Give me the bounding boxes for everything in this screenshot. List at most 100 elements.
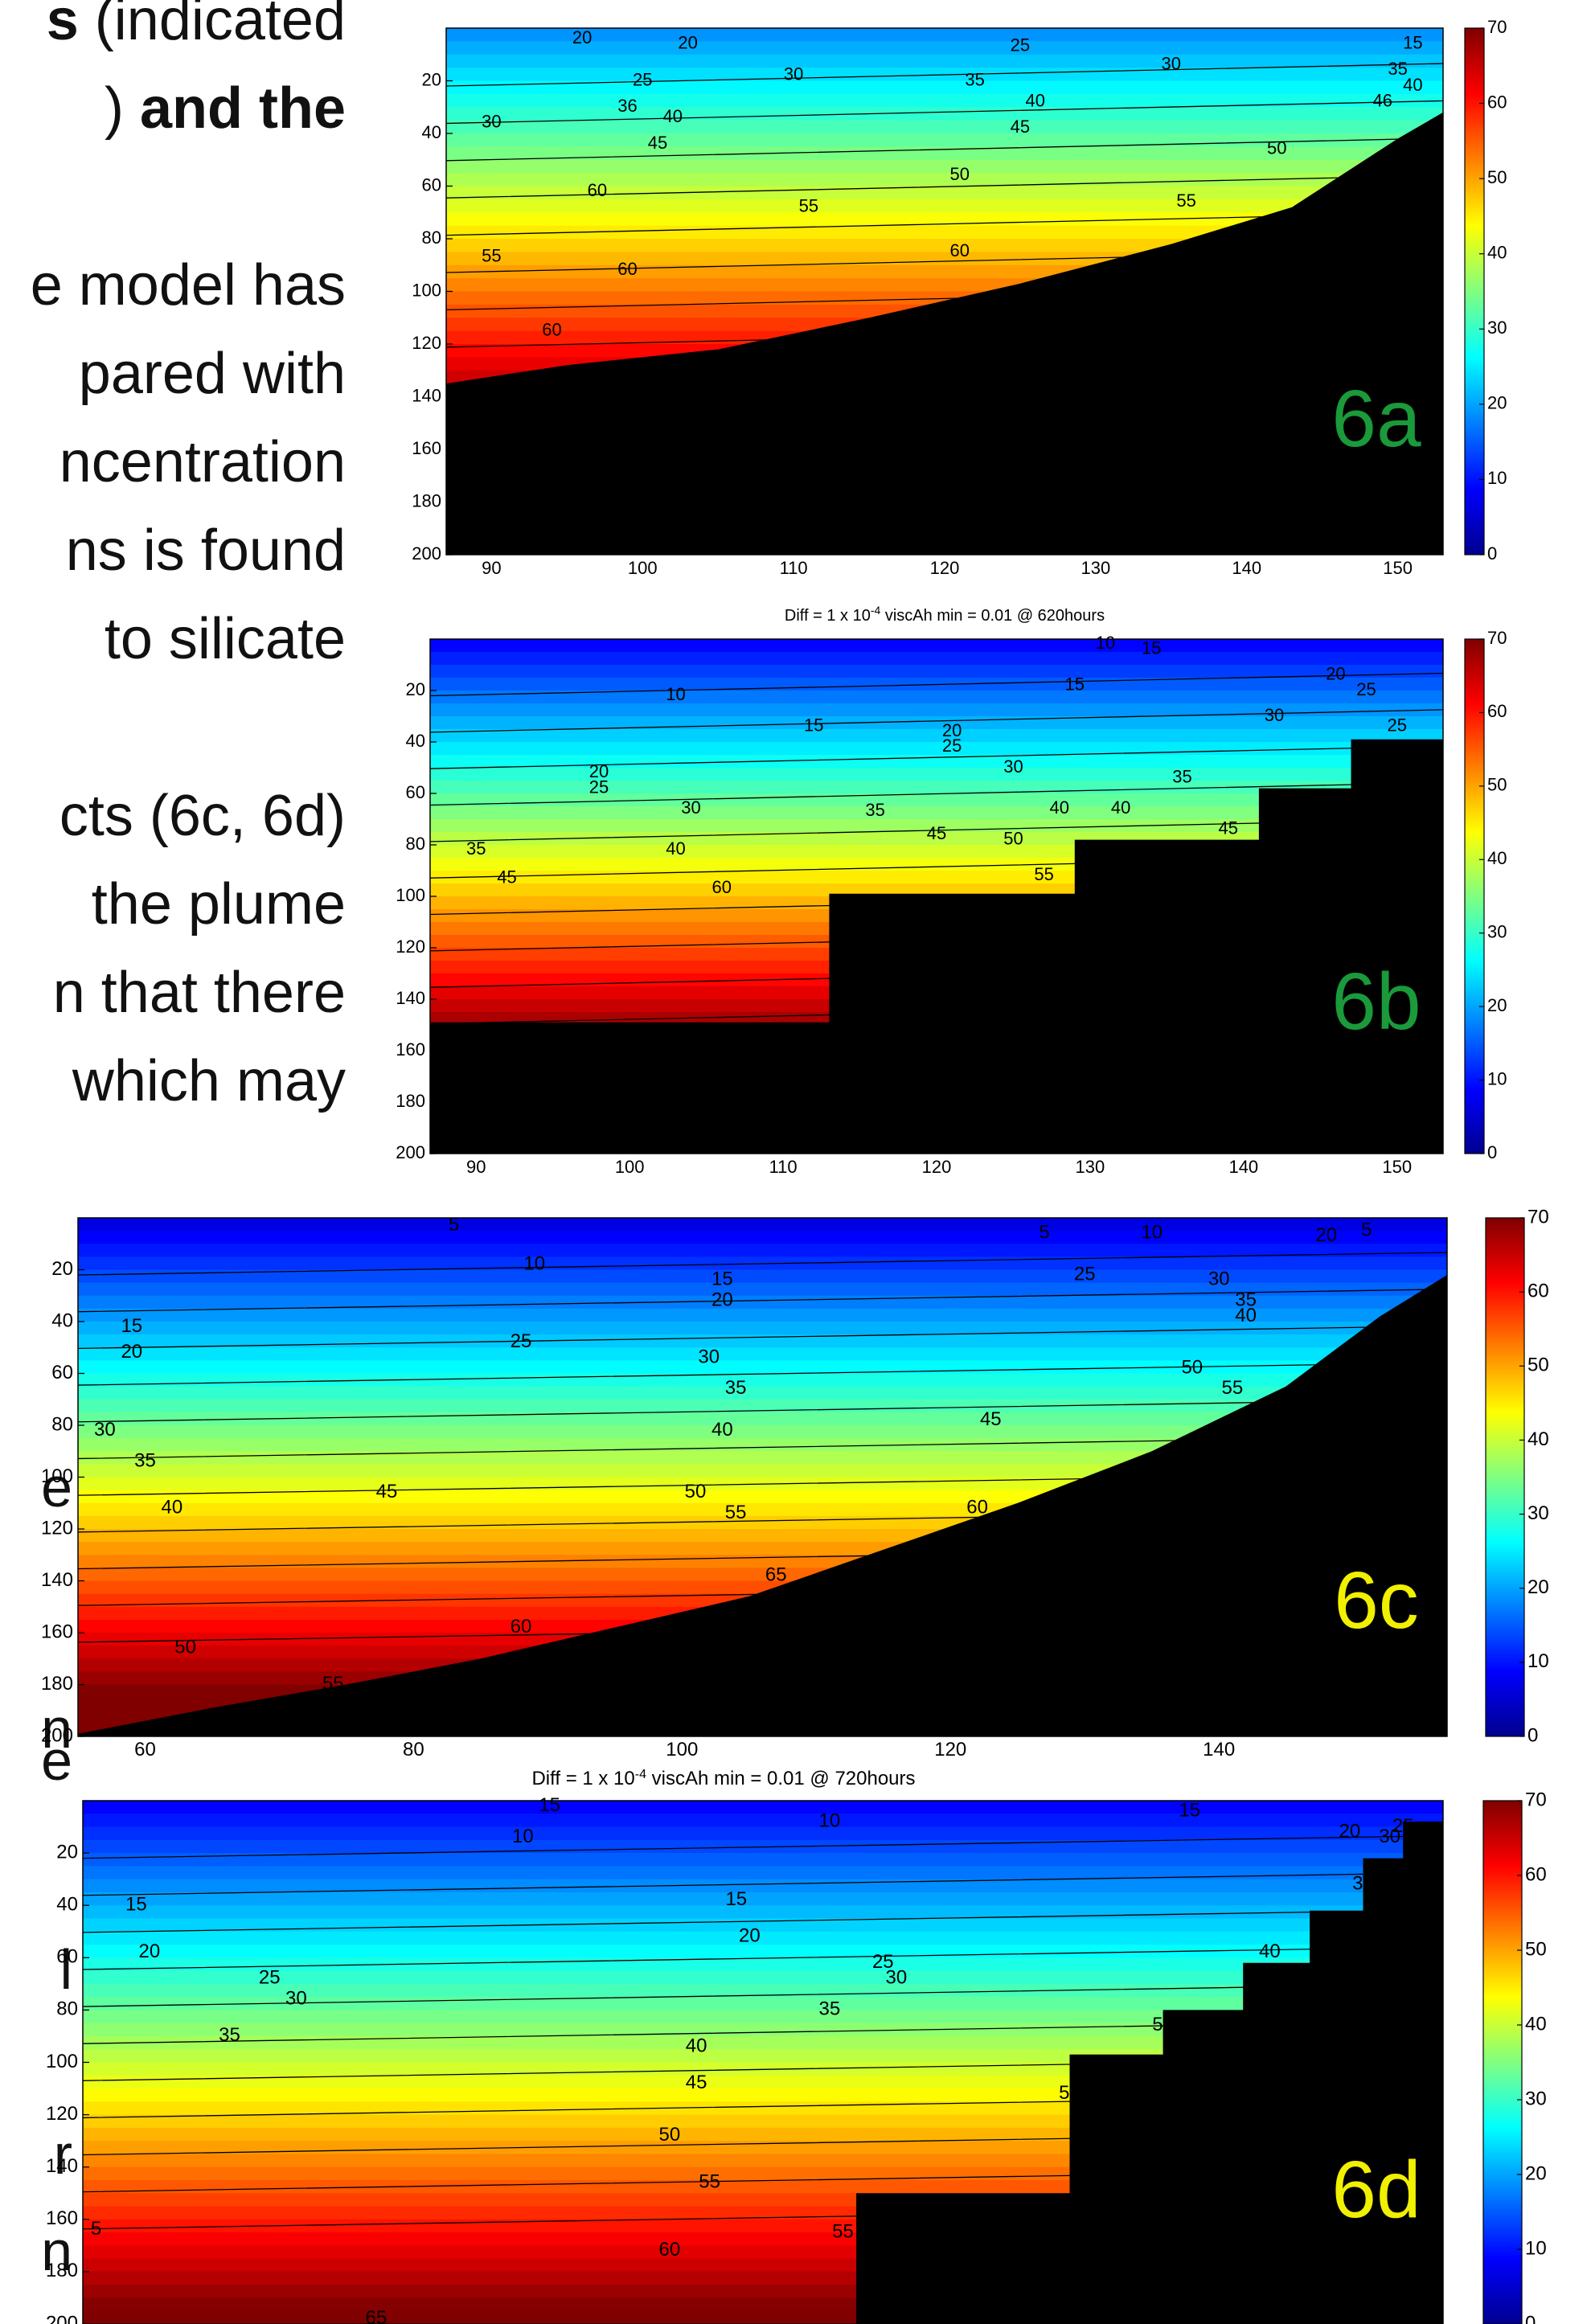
colorbar-tick-label: 0 xyxy=(1527,1724,1538,1746)
y-tick-label: 140 xyxy=(41,1569,73,1591)
contour-label: 25 xyxy=(1387,715,1406,736)
contour-label: 55 xyxy=(1034,864,1053,884)
contour-line xyxy=(430,672,1443,697)
colorbar-tick-label: 30 xyxy=(1487,922,1507,942)
contour-label: 20 xyxy=(711,1289,733,1311)
contour-label: 60 xyxy=(511,1616,532,1637)
y-tick-label: 180 xyxy=(46,2260,78,2281)
contour-label: 25 xyxy=(633,69,652,89)
text-line: the plume xyxy=(91,872,346,937)
contour-label: 15 xyxy=(1403,32,1422,52)
colorbar-tick-label: 30 xyxy=(1527,1502,1549,1524)
contour-line xyxy=(446,137,1443,162)
contour-label: 35 xyxy=(865,800,884,820)
concentration-field xyxy=(78,1218,1447,1736)
text-fragment: e xyxy=(41,1729,72,1792)
colorbar-tick-label: 10 xyxy=(1487,468,1507,488)
x-tick-label: 150 xyxy=(1382,1157,1412,1177)
y-tick-label: 180 xyxy=(396,1091,425,1111)
panel-label: 6b xyxy=(1331,957,1421,1047)
colorbar-tick-label: 70 xyxy=(1487,17,1507,37)
y-tick-label: 60 xyxy=(56,1946,78,1968)
contour-line xyxy=(446,100,1443,125)
contour-label: 45 xyxy=(497,867,516,887)
contour-label: 50 xyxy=(1267,138,1286,158)
y-tick-label: 40 xyxy=(406,731,425,751)
y-tick-label: 40 xyxy=(56,1894,78,1916)
y-tick-label: 160 xyxy=(41,1621,73,1642)
y-tick-label: 80 xyxy=(51,1413,73,1435)
text-fragment: r xyxy=(53,2123,72,2186)
contour-label: 10 xyxy=(512,1826,534,1847)
contour-label: 15 xyxy=(1065,674,1085,694)
text-fragment: n xyxy=(41,1697,72,1760)
text-line: n that there xyxy=(52,961,346,1025)
text-line: e model has xyxy=(30,253,346,318)
x-tick-label: 110 xyxy=(769,1157,798,1177)
x-tick-label: 140 xyxy=(1228,1157,1258,1177)
colorbar-tick-label: 60 xyxy=(1527,1280,1549,1301)
contour-label: 35 xyxy=(1388,59,1407,79)
colorbar-tick-label: 50 xyxy=(1525,1938,1547,1960)
contour-label: 46 xyxy=(1373,91,1392,111)
panel-label: 6c xyxy=(1334,1555,1419,1646)
contour-label: 55 xyxy=(1222,1377,1244,1399)
contour-label: 55 xyxy=(832,2220,854,2242)
contour-line xyxy=(430,745,1443,769)
colorbar: 0 10 20 30 40 50 60 70 xyxy=(1464,628,1507,1162)
y-tick-label: 80 xyxy=(422,227,441,248)
contour-label: 50 xyxy=(174,1637,196,1658)
contour-label: 15 xyxy=(725,1888,747,1910)
colorbar-tick-label: 50 xyxy=(1527,1355,1549,1376)
contour-label: 20 xyxy=(739,1925,761,1947)
contour-label: 30 xyxy=(1265,705,1284,725)
panel-label: 6a xyxy=(1331,374,1421,464)
contour-label: 40 xyxy=(666,838,685,859)
colorbar: 0 10 20 30 40 50 60 70 xyxy=(1482,1789,1547,2324)
contour-label: 50 xyxy=(950,164,970,184)
y-tick-label: 20 xyxy=(51,1258,73,1280)
contour-label: 30 xyxy=(94,1419,116,1441)
text-line: s (indicated xyxy=(46,0,346,52)
contour-label: 20 xyxy=(678,32,697,52)
contour-label: 20 xyxy=(139,1941,161,1962)
contour-label: 50 xyxy=(1181,1356,1203,1378)
contour-line xyxy=(78,1289,1447,1313)
contour-line xyxy=(446,63,1443,87)
seafloor-mask xyxy=(78,1275,1447,1736)
y-tick-label: 100 xyxy=(412,280,441,300)
y-tick-label: 180 xyxy=(41,1673,73,1695)
text-line: which may xyxy=(72,1049,346,1113)
contour-label: 30 xyxy=(482,112,501,132)
contour-label: 5 xyxy=(1361,1219,1372,1240)
contour-label: 25 xyxy=(589,777,609,797)
contour-label: 55 xyxy=(725,1502,747,1523)
colorbar-tick-label: 70 xyxy=(1487,628,1507,648)
colorbar-tick-label: 70 xyxy=(1527,1206,1549,1228)
x-tick-label: 120 xyxy=(922,1157,952,1177)
x-tick-label: 100 xyxy=(615,1157,645,1177)
contour-label: 30 xyxy=(1162,54,1181,74)
y-tick-label: 100 xyxy=(396,885,425,905)
contour-label: 45 xyxy=(927,823,946,843)
colorbar-tick-label: 60 xyxy=(1525,1863,1547,1885)
contour-label: 55 xyxy=(482,246,501,266)
contour-label: 40 xyxy=(686,2035,707,2056)
contour-line xyxy=(430,781,1443,806)
contour-label: 40 xyxy=(1259,1941,1281,1962)
colorbar-tick-label: 60 xyxy=(1487,701,1507,721)
y-tick-label: 180 xyxy=(412,490,441,510)
contour-label: 20 xyxy=(572,27,592,47)
y-tick-label: 120 xyxy=(46,2103,78,2125)
colorbar: 0 10 20 30 40 50 60 70 xyxy=(1464,17,1507,564)
y-tick-label: 80 xyxy=(406,834,425,854)
contour-line xyxy=(446,174,1443,199)
contour-label: 25 xyxy=(1011,35,1030,55)
colorbar-tick-label: 20 xyxy=(1487,393,1507,413)
colorbar-tick-label: 50 xyxy=(1487,775,1507,795)
contour-label: 40 xyxy=(1025,91,1044,111)
